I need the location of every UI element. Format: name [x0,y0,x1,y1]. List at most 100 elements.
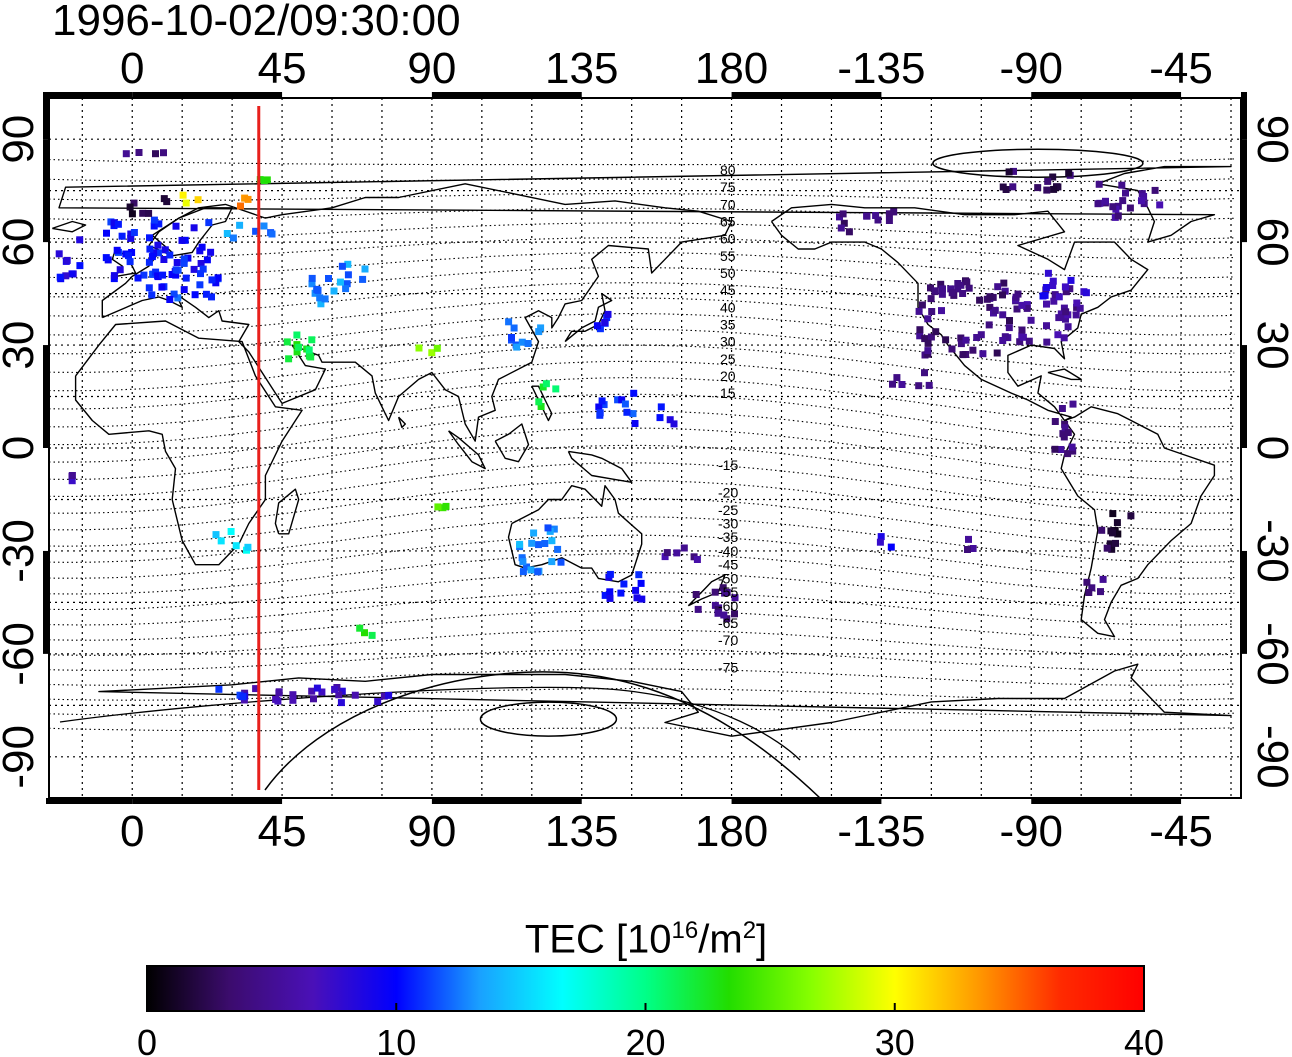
frame-bar-left [43,92,49,140]
tec-point [1050,185,1058,193]
tec-point [239,693,247,701]
tec-point [606,588,614,596]
tec-point [289,691,297,699]
lon-tick-label-bottom: 90 [407,807,456,856]
coastline [567,450,633,483]
tec-point [1043,186,1051,194]
tec-point [942,336,950,344]
tec-point [305,346,313,354]
tec-point [356,624,364,632]
tec-point [159,271,167,279]
tec-point [1068,443,1076,451]
tec-point [212,279,220,287]
contour-value-label: 15 [720,385,736,401]
tec-point [925,381,933,389]
tec-point [1156,201,1164,209]
tec-point [275,688,283,696]
tec-point [957,340,965,348]
tec-point [172,271,180,279]
tec-point [889,380,896,388]
tec-point [1102,197,1109,205]
tec-point [999,183,1007,191]
tec-point [1109,529,1116,537]
tec-point [663,549,671,557]
tec-point [979,350,987,358]
tec-point [1065,169,1073,177]
frame-bar-bottom [132,798,283,804]
tec-point [314,286,322,294]
tec-point [1113,519,1121,527]
tec-point [172,222,180,230]
tec-point [723,615,731,623]
contour-value-label: -55 [718,584,738,600]
coastline [564,292,613,343]
tec-point [948,345,956,353]
tec-point [916,332,924,340]
tec-point [122,150,130,158]
contour-value-label: 25 [720,351,736,367]
tec-point [618,396,626,404]
tec-point [359,275,367,283]
tec-point [986,303,994,311]
tec-point [999,337,1007,344]
tec-point [152,268,160,276]
tec-point [180,255,188,263]
tec-point [1106,540,1114,548]
tec-point [544,524,552,532]
tec-point [173,259,181,266]
coastline [1047,368,1082,381]
lon-tick-label-top: 180 [695,44,768,93]
lon-tick-label-bottom: 180 [695,807,768,856]
contour-value-label: -15 [718,457,738,473]
lat-tick-label-left: 0 [0,436,43,460]
coastline [52,220,87,233]
tec-point [214,274,222,282]
tec-point [527,566,535,574]
contour-value-label: 80 [720,162,736,178]
tec-point [670,420,678,428]
contour-value-label: -30 [718,515,738,531]
tec-point [202,290,210,298]
tec-point [145,258,153,266]
tec-point [986,293,994,301]
tec-point [170,290,178,298]
contour-line [49,462,1235,514]
tec-point [263,176,271,184]
tec-point [1109,510,1117,518]
tec-point [1099,575,1107,583]
tec-point [595,403,603,411]
tec-point [244,195,252,203]
contour-value-label: 45 [720,282,736,298]
lat-tick-label-right: -60 [1248,622,1292,686]
frame-bar-bottom [731,798,882,804]
tec-point [714,606,722,614]
tec-point [160,149,167,157]
tec-point [338,687,346,695]
tec-point [1001,333,1009,341]
contour-value-label: -50 [718,570,738,586]
tec-point [343,280,351,288]
tec-point [1061,424,1069,432]
tec-point [197,260,205,267]
contour-line [49,282,1235,317]
contour-line [49,610,1235,641]
tec-point [130,199,138,207]
tec-point [673,549,681,557]
tec-point [921,335,929,343]
tec-point [308,687,316,695]
frame-bar-top [731,92,882,98]
tec-point [1006,317,1013,324]
tec-point [1005,168,1013,176]
tec-point [68,477,76,485]
tec-point [1060,334,1068,342]
tec-point [1016,338,1024,346]
colorbar-tick-label: 20 [625,1022,665,1057]
tec-point [374,698,382,706]
tec-point [308,336,316,344]
tec-point [973,334,981,341]
tec-point [442,502,450,510]
tec-point [308,280,316,288]
contour-line [49,410,1235,463]
contour-line [49,516,1235,563]
colorbar: 0 10 20 30 40 [137,965,1164,1057]
